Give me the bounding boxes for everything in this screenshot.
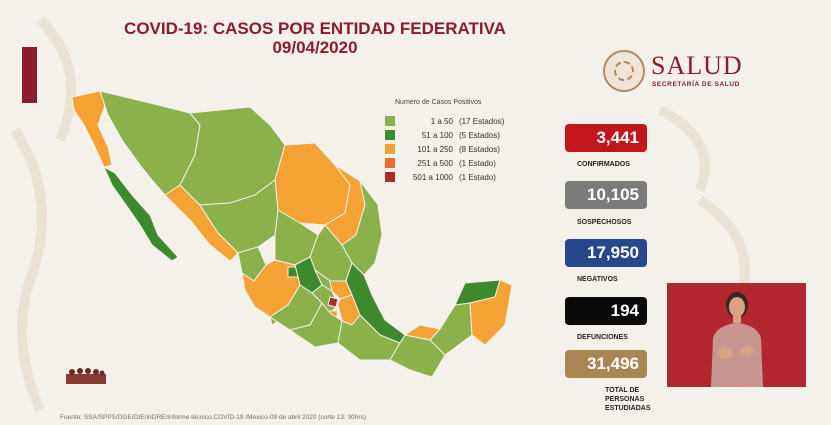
state-cdmx (327, 296, 339, 308)
state-coahuila (274, 142, 351, 226)
legend-swatch (385, 116, 395, 126)
deaths-value: 194 (565, 297, 647, 325)
page-title: COVID-19: CASOS POR ENTIDAD FEDERATIVA 0… (110, 19, 520, 57)
accent-stripe (22, 47, 37, 103)
legend-count: (1 Estado) (459, 158, 496, 168)
legend-range: 1 a 50 (430, 116, 453, 126)
legend-count: (5 Estados) (459, 130, 500, 140)
confirmed-value: 3,441 (565, 124, 647, 152)
title-date: 09/04/2020 (272, 38, 358, 57)
negative-label: NEGATIVOS (577, 276, 618, 283)
interpreter-figure (667, 283, 806, 387)
legend-swatch (385, 130, 395, 140)
seal-icon (603, 50, 645, 92)
title-line-1: COVID-19: CASOS POR ENTIDAD FEDERATIVA (124, 19, 506, 38)
state-baja-california-sur (103, 166, 179, 262)
legend-swatch (385, 158, 395, 168)
map-legend: Numero de Casos Positivos 1 a 50 (17 Est… (385, 99, 525, 184)
legend-item: 51 a 100 (5 Estados) (385, 128, 525, 142)
total-studied-value: 31,496 (565, 350, 647, 378)
footer-emblem (64, 366, 108, 386)
state-quintana-roo (469, 279, 513, 346)
mexico-map (71, 90, 513, 378)
legend-count: (17 Estados) (459, 116, 505, 126)
legend-range: 51 a 100 (421, 130, 453, 140)
legend-swatch (385, 144, 395, 154)
legend-item: 251 a 500 (1 Estado) (385, 156, 525, 170)
negative-value: 17,950 (565, 239, 647, 267)
legend-range: 251 a 500 (417, 158, 453, 168)
salud-logo: SALUD SECRETARÍA DE SALUD (603, 50, 763, 92)
logo-name: SALUD (651, 51, 743, 80)
legend-item: 501 a 1000 (1 Estado) (385, 170, 525, 184)
state-durango (199, 179, 279, 254)
state-guerrero (289, 302, 343, 348)
legend-item: 1 a 50 (17 Estados) (385, 114, 525, 128)
legend-count: (8 Estados) (459, 144, 500, 154)
deaths-label: DEFUNCIONES (577, 334, 628, 341)
sign-language-interpreter (667, 283, 806, 387)
suspected-label: SOSPECHOSOS (577, 219, 632, 226)
legend-item: 101 a 250 (8 Estados) (385, 142, 525, 156)
confirmed-label: CONFIRMADOS (577, 161, 630, 168)
legend-range: 101 a 250 (417, 144, 453, 154)
suspected-value: 10,105 (565, 181, 647, 209)
legend-swatch (385, 172, 395, 182)
logo-subtitle: SECRETARÍA DE SALUD (652, 81, 740, 88)
total-studied-label: TOTAL DE PERSONAS ESTUDIADAS (605, 387, 651, 412)
legend-title: Numero de Casos Positivos (395, 99, 482, 106)
legend-range: 501 a 1000 (412, 172, 453, 182)
legend-count: (1 Estado) (459, 172, 496, 182)
source-footer: Fuente: SSA/SPPS/DGE/DIE/InDRE/Informe t… (60, 414, 366, 421)
